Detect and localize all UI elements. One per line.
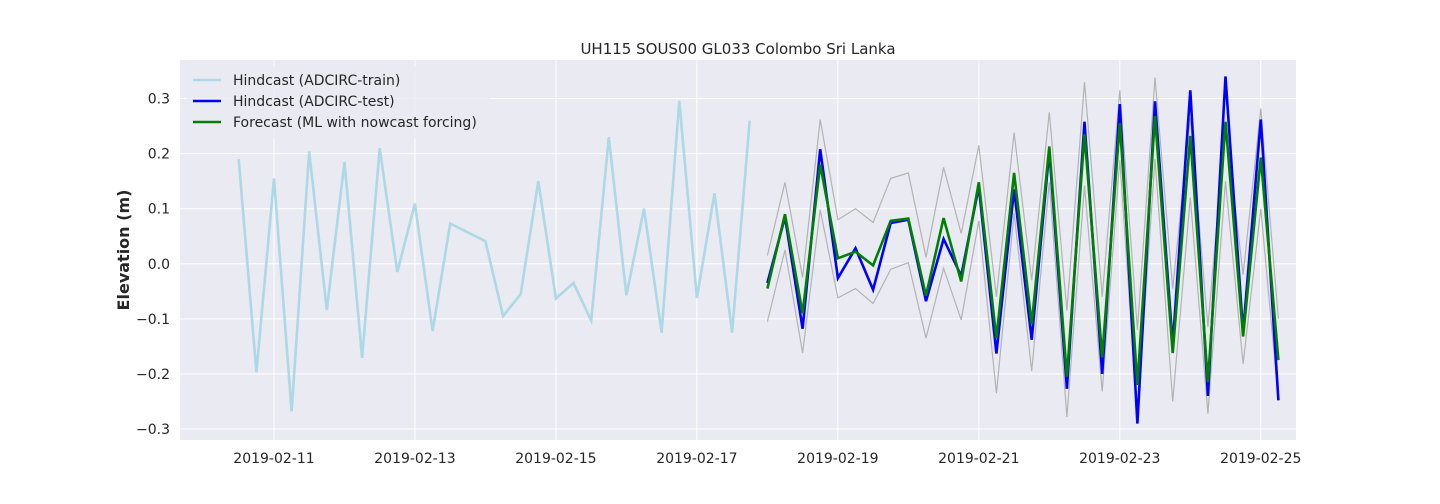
x-tick-label: 2019-02-23 xyxy=(1079,451,1160,467)
legend: Hindcast (ADCIRC-train) Hindcast (ADCIRC-… xyxy=(186,66,490,138)
tick-labels: −0.3 −0.2 −0.1 0.0 0.1 0.2 0.3 2019-02-11 2019-0… xyxy=(136,92,1301,467)
bound-line xyxy=(766,159,1279,417)
x-tick-label: 2019-02-17 xyxy=(656,451,737,467)
y-tick-label: 0.1 xyxy=(148,202,170,218)
chart-title: UH115 SOUS00 GL033 Colombo Sri Lanka xyxy=(580,40,895,58)
x-tick-label: 2019-02-15 xyxy=(515,451,596,467)
series-line xyxy=(766,116,1280,385)
y-tick-label: −0.1 xyxy=(136,312,170,328)
series-lines xyxy=(237,76,1280,424)
legend-label: Hindcast (ADCIRC-test) xyxy=(233,94,395,110)
x-tick-label: 2019-02-19 xyxy=(797,451,878,467)
x-tick-label: 2019-02-13 xyxy=(374,451,455,467)
y-tick-label: 0.0 xyxy=(148,257,170,273)
legend-label: Forecast (ML with nowcast forcing) xyxy=(233,115,477,131)
legend-box xyxy=(186,66,490,138)
y-tick-label: 0.3 xyxy=(148,92,170,108)
series-line xyxy=(237,100,751,412)
x-tick-label: 2019-02-25 xyxy=(1220,451,1301,467)
y-tick-label: −0.3 xyxy=(136,422,170,438)
x-tick-label: 2019-02-21 xyxy=(938,451,1019,467)
x-tick-label: 2019-02-11 xyxy=(233,451,314,467)
y-axis-label: Elevation (m) xyxy=(114,190,133,311)
legend-label: Hindcast (ADCIRC-train) xyxy=(233,73,400,89)
y-tick-label: −0.2 xyxy=(136,367,170,383)
y-tick-label: 0.2 xyxy=(148,147,170,163)
